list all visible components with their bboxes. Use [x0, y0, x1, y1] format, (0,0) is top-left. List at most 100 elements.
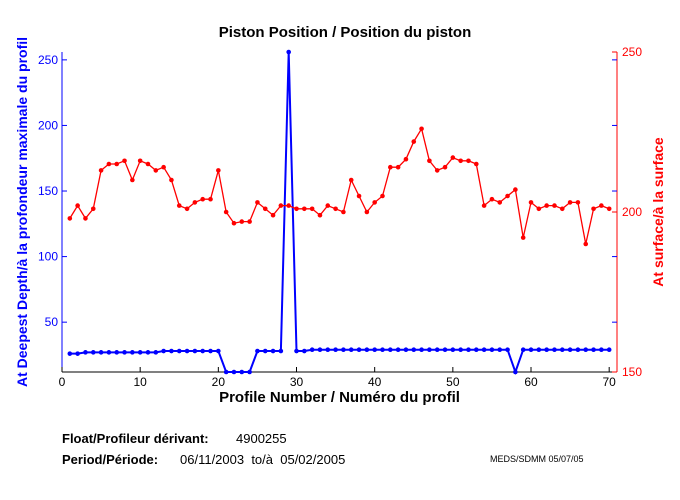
left-series-point	[395, 347, 401, 353]
left-series-point	[294, 348, 299, 354]
left-series-point	[552, 347, 557, 353]
left-series-point	[380, 347, 385, 353]
right-series-point	[169, 177, 174, 183]
right-series-point	[231, 220, 237, 226]
left-series-point	[434, 347, 440, 353]
float-label: Float/Profileur dérivant:	[62, 431, 209, 446]
left-series-point	[481, 347, 487, 353]
right-series-line	[69, 127, 610, 245]
right-y-tick-label: 200	[622, 205, 642, 219]
right-series-point	[606, 206, 612, 212]
left-series-point	[262, 348, 268, 354]
left-series-point	[239, 369, 245, 375]
right-series-point	[309, 206, 315, 212]
left-series-point	[286, 49, 291, 55]
right-series-point	[473, 161, 479, 167]
right-series-point	[559, 206, 565, 212]
right-series-point	[520, 235, 526, 240]
left-series-point	[83, 350, 88, 355]
right-series-point	[90, 206, 96, 212]
right-series-point	[270, 212, 276, 218]
right-series-point	[200, 196, 206, 202]
left-series-point	[442, 347, 448, 353]
x-axis-label: Profile Number / Numéro du profil	[219, 389, 460, 406]
right-series-point	[184, 206, 190, 212]
right-series-point	[247, 219, 252, 224]
left-series-point	[489, 347, 495, 353]
left-series-point	[583, 347, 589, 353]
left-y-tick-label: 250	[38, 53, 58, 67]
right-series-point	[294, 206, 299, 212]
right-series-point	[434, 168, 440, 173]
left-series-point	[231, 369, 237, 375]
right-series-point	[122, 158, 127, 164]
right-series-point	[575, 200, 581, 205]
right-series-point	[333, 206, 338, 212]
left-series-point	[333, 347, 338, 353]
left-series-point	[184, 348, 190, 354]
right-series-point	[599, 203, 604, 208]
right-series-point	[450, 155, 456, 160]
right-y-tick-label: 250	[622, 45, 642, 59]
left-series-point	[255, 348, 260, 354]
left-series-point	[325, 347, 331, 353]
left-series-point	[575, 347, 581, 353]
left-series-point	[67, 351, 73, 356]
x-tick-label: 10	[133, 375, 147, 389]
right-y-tick-label: 150	[622, 365, 642, 379]
left-series-point	[567, 347, 573, 353]
left-series-point	[200, 348, 206, 354]
right-series-point	[458, 158, 463, 164]
right-series-point	[567, 200, 573, 205]
x-tick-label: 20	[212, 375, 226, 389]
left-series-point	[528, 347, 534, 353]
left-series-point	[90, 350, 96, 355]
left-series-point	[348, 347, 354, 353]
right-series-point	[583, 241, 589, 247]
left-series-point	[130, 350, 135, 355]
x-tick-label: 50	[446, 375, 460, 389]
right-series-point	[106, 161, 112, 167]
right-series-point	[427, 158, 432, 164]
right-series-point	[481, 203, 487, 208]
right-series-point	[536, 206, 542, 212]
x-tick-label: 40	[368, 375, 382, 389]
right-series-point	[497, 200, 503, 205]
right-series-point	[67, 216, 73, 221]
left-series-point	[364, 347, 370, 353]
right-series-point	[403, 156, 409, 162]
right-series-point	[208, 196, 213, 202]
left-series-point	[216, 348, 221, 354]
left-series-point	[75, 351, 80, 356]
chart-title: Piston Position / Position du piston	[218, 24, 472, 41]
left-series-point	[341, 347, 346, 353]
left-series-point	[505, 347, 510, 353]
right-series-point	[395, 164, 401, 170]
left-series-point	[411, 347, 417, 353]
left-series-point	[317, 347, 323, 353]
right-series-point	[286, 203, 291, 208]
right-series-point	[419, 126, 424, 132]
right-series-point	[223, 209, 229, 215]
left-series-point	[356, 347, 362, 353]
left-series-point	[137, 350, 143, 355]
right-series-point	[380, 193, 385, 199]
left-series-point	[599, 347, 604, 353]
left-series-point	[544, 347, 549, 353]
right-series-point	[591, 206, 596, 212]
right-series-point	[262, 206, 268, 212]
right-series-point	[137, 158, 143, 164]
left-series-point	[169, 348, 174, 354]
left-series-point	[403, 347, 409, 353]
right-series-point	[114, 161, 120, 167]
left-series-point	[122, 350, 127, 355]
left-y-tick-label: 100	[38, 250, 58, 264]
left-series-point	[309, 347, 315, 353]
right-series-point	[255, 200, 260, 205]
right-series-point	[466, 158, 471, 164]
left-series-point	[513, 369, 518, 375]
left-series-point	[473, 347, 479, 353]
left-series-point	[208, 348, 213, 354]
left-series-point	[520, 347, 526, 353]
right-series-point	[388, 164, 393, 170]
